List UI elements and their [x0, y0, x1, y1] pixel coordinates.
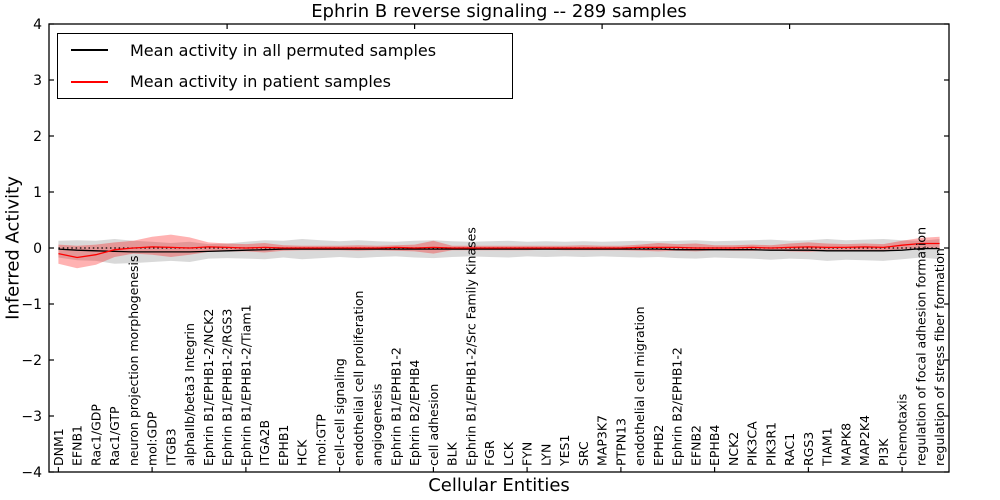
- x-category-label: Ephrin B2/EPHB4: [407, 360, 422, 466]
- svg-text:−4: −4: [21, 465, 42, 481]
- x-category-label: Ephrin B1/EPHB1-2/Src Family Kinases: [463, 227, 478, 466]
- x-category-label: Ephrin B1/EPHB1-2: [388, 347, 403, 466]
- svg-text:−1: −1: [21, 297, 42, 313]
- svg-text:−2: −2: [21, 353, 42, 369]
- legend-entry-patient: Mean activity in patient samples: [71, 67, 512, 97]
- x-category-label: FGR: [482, 440, 497, 466]
- x-category-label: YES1: [557, 435, 572, 467]
- x-category-label: FYN: [520, 442, 535, 466]
- x-category-label: Rac1/GTP: [107, 406, 122, 466]
- x-category-label: regulation of stress fiber formation: [932, 248, 947, 466]
- x-category-label: PIK3R1: [763, 422, 778, 466]
- legend-label-patient: Mean activity in patient samples: [130, 72, 391, 92]
- svg-text:1: 1: [33, 185, 42, 201]
- x-category-label: EPHB2: [651, 425, 666, 466]
- x-category-label: chemotaxis: [895, 394, 910, 466]
- chart-title: Ephrin B reverse signaling -- 289 sample…: [311, 1, 687, 22]
- x-category-label: BLK: [445, 441, 460, 466]
- x-category-label: LCK: [501, 441, 516, 466]
- x-category-label: Ephrin B2/EPHB1-2: [670, 347, 685, 466]
- x-axis-label: Cellular Entities: [428, 475, 570, 496]
- svg-text:3: 3: [33, 73, 42, 89]
- legend: Mean activity in all permuted samples Me…: [57, 33, 513, 99]
- x-category-label: EPHB1: [276, 425, 291, 466]
- legend-line-patient-icon: [71, 80, 108, 83]
- x-category-label: Rac1/GDP: [88, 404, 103, 466]
- x-category-label: Ephrin B1/EPHB1-2/NCK2: [201, 309, 216, 466]
- legend-label-permuted: Mean activity in all permuted samples: [130, 40, 437, 60]
- band-permuted-spread: [58, 239, 940, 264]
- x-category-label: mol:GDP: [145, 411, 160, 466]
- x-category-label: EFNB1: [70, 425, 85, 466]
- legend-entry-permuted: Mean activity in all permuted samples: [71, 35, 512, 65]
- x-category-label: NCK2: [726, 432, 741, 466]
- x-category-label: endothelial cell migration: [632, 306, 647, 466]
- series-line-1: [58, 242, 940, 259]
- x-category-label: HCK: [295, 439, 310, 466]
- series-line-0: [58, 247, 940, 253]
- legend-line-permuted-icon: [71, 49, 108, 52]
- x-axis-ticks: [57, 24, 903, 472]
- x-category-label: RGS3: [801, 432, 816, 466]
- x-category-label: PI3K: [876, 438, 891, 466]
- x-category-label: mol:GTP: [313, 414, 328, 466]
- x-category-label: DNM1: [51, 428, 66, 466]
- x-category-label: endothelial cell proliferation: [351, 291, 366, 466]
- x-category-label: PIK3CA: [745, 421, 760, 466]
- x-category-label: TIAM1: [820, 427, 835, 467]
- x-category-label: cell-cell signaling: [332, 358, 347, 466]
- x-category-labels: DNM1 EFNB1 Rac1/GDP Rac1/GTP neuron projecti…: [51, 227, 947, 467]
- x-category-label: LYN: [538, 444, 553, 466]
- svg-text:2: 2: [33, 129, 42, 145]
- x-category-label: MAP2K4: [857, 415, 872, 466]
- x-category-label: ITGA2B: [257, 420, 272, 466]
- x-category-label: alphaIIb/beta3 Integrin: [182, 323, 197, 466]
- x-category-label: SRC: [576, 441, 591, 466]
- svg-text:4: 4: [33, 17, 42, 33]
- x-category-label: ITGB3: [163, 428, 178, 466]
- x-category-label: MAP3K7: [595, 415, 610, 466]
- y-axis-label: Inferred Activity: [2, 176, 24, 320]
- x-category-label: EPHB4: [707, 425, 722, 466]
- x-category-label: Ephrin B1/EPHB1-2/RGS3: [220, 309, 235, 466]
- svg-text:−3: −3: [21, 409, 42, 425]
- x-category-label: EFNB2: [688, 425, 703, 466]
- svg-text:0: 0: [33, 241, 42, 257]
- x-category-label: RAC1: [782, 433, 797, 466]
- x-category-label: neuron projection morphogenesis: [126, 255, 141, 466]
- x-category-label: MAPK8: [838, 423, 853, 466]
- x-category-label: Ephrin B1/EPHB1-2/Tiam1: [238, 304, 253, 466]
- x-category-label: cell adhesion: [426, 384, 441, 466]
- y-axis-ticks: 4 3 2 1 0 −1 −2 −3 −4: [21, 17, 949, 481]
- x-category-label: angiogenesis: [370, 384, 385, 466]
- x-category-label: PTPN13: [613, 418, 628, 466]
- x-category-label: regulation of focal adhesion formation: [913, 227, 928, 466]
